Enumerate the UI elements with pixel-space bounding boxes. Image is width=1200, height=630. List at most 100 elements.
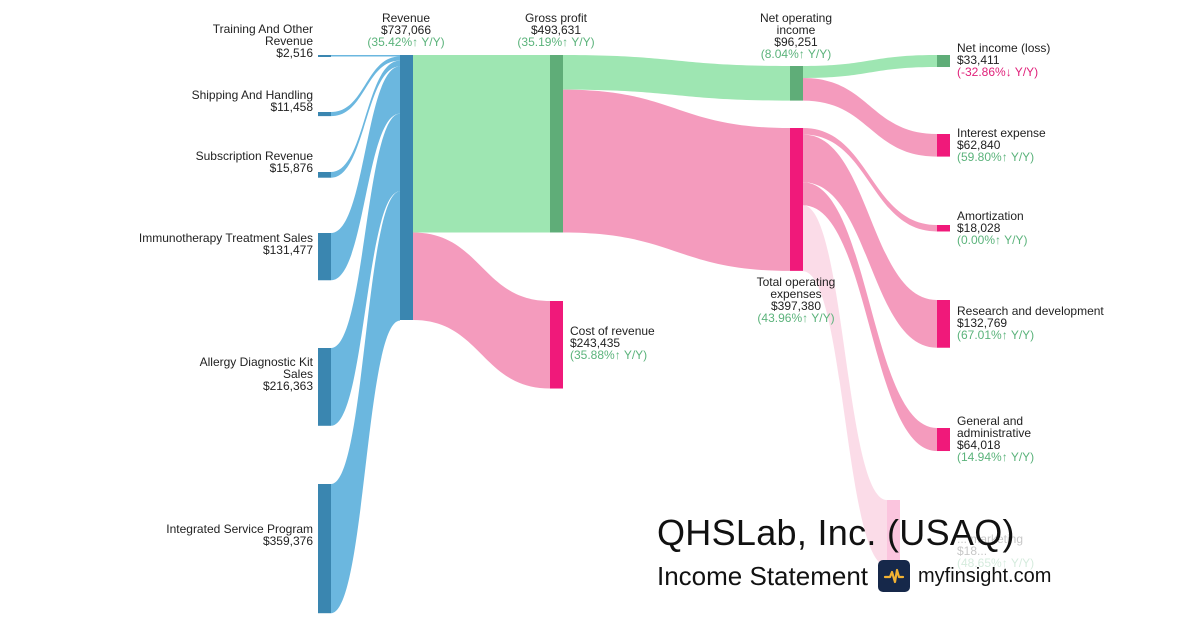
link-opex-to-snm [803, 205, 887, 566]
link-shipping-to-revenue [331, 56, 400, 117]
label-snm-name-0: ... marketing [957, 532, 1023, 546]
node-gross [550, 55, 563, 233]
node-cor [550, 301, 563, 389]
label-training-value: $2,516 [276, 46, 313, 60]
label-netinc-yoy: (-32.86%↓ Y/Y) [957, 65, 1038, 79]
label-revenue: Revenue$737,066(35.42%↑ Y/Y) [367, 11, 444, 49]
link-noi-to-netinc [803, 55, 937, 79]
company-title: QHSLab, Inc. (USAQ) [657, 512, 1015, 553]
link-integrated-to-revenue [331, 191, 400, 614]
node-revenue [400, 55, 413, 320]
label-immuno: Immunotherapy Treatment Sales$131,477 [139, 231, 313, 257]
label-snm-yoy: (48.65%↑ Y/Y) [957, 556, 1034, 570]
site-name: myfinsight.com [918, 564, 1052, 587]
label-immuno-value: $131,477 [263, 243, 313, 257]
label-rnd: Research and development$132,769(67.01%↑… [957, 304, 1104, 342]
label-amort-yoy: (0.00%↑ Y/Y) [957, 233, 1027, 247]
label-gross-name-0: Gross profit [525, 11, 588, 25]
link-allergy-to-revenue [331, 113, 400, 426]
label-amort-name-0: Amortization [957, 209, 1024, 223]
node-immuno [318, 233, 331, 281]
label-gna-yoy: (14.94%↑ Y/Y) [957, 450, 1034, 464]
flow-labels: Training And OtherRevenue$2,516Shipping … [139, 11, 1105, 570]
label-immuno-name-0: Immunotherapy Treatment Sales [139, 231, 313, 245]
label-cor-name-0: Cost of revenue [570, 324, 655, 338]
label-netinc-value: $33,411 [957, 53, 1000, 67]
label-allergy-name-1: Sales [283, 367, 313, 381]
flow-nodes [318, 55, 950, 614]
label-subscription-name-0: Subscription Revenue [196, 149, 314, 163]
link-revenue-to-gross [413, 55, 550, 233]
link-noi-to-interest [803, 78, 937, 157]
link-subscription-to-revenue [331, 60, 400, 178]
branding: QHSLab, Inc. (USAQ) Income Statement myf… [657, 512, 1177, 622]
label-interest-value: $62,840 [957, 138, 1001, 152]
label-interest-yoy: (59.80%↑ Y/Y) [957, 150, 1034, 164]
flow-links [331, 55, 937, 614]
node-netinc [937, 55, 950, 68]
label-noi-value: $96,251 [774, 35, 818, 49]
label-snm: ... marketing$18...(48.65%↑ Y/Y) [957, 532, 1034, 570]
label-opex-name-0: Total operating [757, 275, 836, 289]
node-training [318, 55, 331, 57]
link-immuno-to-revenue [331, 66, 400, 281]
label-gross: Gross profit$493,631(35.19%↑ Y/Y) [517, 11, 594, 49]
link-opex-to-gna [803, 182, 937, 452]
label-allergy-name-0: Allergy Diagnostic Kit [200, 355, 314, 369]
link-gross-to-noi [563, 55, 790, 101]
link-training-to-revenue [331, 55, 400, 57]
label-snm-value: $18... [957, 544, 987, 558]
label-opex-yoy: (43.96%↑ Y/Y) [757, 311, 834, 325]
label-opex-name-1: expenses [770, 287, 821, 301]
label-training-name-0: Training And Other [213, 22, 313, 36]
label-interest-name-0: Interest expense [957, 126, 1046, 140]
label-amort: Amortization$18,028(0.00%↑ Y/Y) [957, 209, 1027, 247]
label-noi-yoy: (8.04%↑ Y/Y) [761, 47, 831, 61]
node-allergy [318, 348, 331, 426]
pulse-icon [878, 560, 910, 592]
label-opex: Total operatingexpenses$397,380(43.96%↑ … [757, 275, 836, 325]
label-gna-value: $64,018 [957, 438, 1001, 452]
label-gross-value: $493,631 [531, 23, 581, 37]
node-rnd [937, 300, 950, 348]
label-netinc: Net income (loss)$33,411(-32.86%↓ Y/Y) [957, 41, 1050, 79]
statement-row: Income Statement myfinsight.com [657, 560, 1177, 592]
node-integrated [318, 484, 331, 614]
label-shipping-value: $11,458 [271, 100, 314, 114]
label-cor: Cost of revenue$243,435(35.88%↑ Y/Y) [570, 324, 655, 362]
label-training-name-1: Revenue [265, 34, 313, 48]
label-rnd-name-0: Research and development [957, 304, 1104, 318]
link-gross-to-opex [563, 89, 790, 271]
label-noi-name-0: Net operating [760, 11, 832, 25]
node-subscription [318, 172, 331, 178]
label-subscription: Subscription Revenue$15,876 [196, 149, 314, 175]
label-gna: General andadministrative$64,018(14.94%↑… [957, 414, 1034, 464]
node-amort [937, 225, 950, 232]
label-rnd-value: $132,769 [957, 316, 1007, 330]
label-integrated-value: $359,376 [263, 534, 313, 548]
label-noi-name-1: income [777, 23, 816, 37]
label-rnd-yoy: (67.01%↑ Y/Y) [957, 328, 1034, 342]
label-cor-yoy: (35.88%↑ Y/Y) [570, 348, 647, 362]
label-amort-value: $18,028 [957, 221, 1001, 235]
node-opex [790, 128, 803, 271]
statement-title: Income Statement [657, 560, 868, 591]
label-revenue-yoy: (35.42%↑ Y/Y) [367, 35, 444, 49]
label-shipping-name-0: Shipping And Handling [192, 88, 313, 102]
label-revenue-value: $737,066 [381, 23, 431, 37]
label-revenue-name-0: Revenue [382, 11, 430, 25]
link-opex-to-amort [803, 128, 937, 232]
node-noi [790, 66, 803, 101]
label-shipping: Shipping And Handling$11,458 [192, 88, 314, 114]
label-netinc-name-0: Net income (loss) [957, 41, 1050, 55]
label-gna-name-1: administrative [957, 426, 1031, 440]
label-opex-value: $397,380 [771, 299, 821, 313]
label-allergy-value: $216,363 [263, 379, 313, 393]
label-gross-yoy: (35.19%↑ Y/Y) [517, 35, 594, 49]
label-interest: Interest expense$62,840(59.80%↑ Y/Y) [957, 126, 1046, 164]
node-interest [937, 134, 950, 157]
